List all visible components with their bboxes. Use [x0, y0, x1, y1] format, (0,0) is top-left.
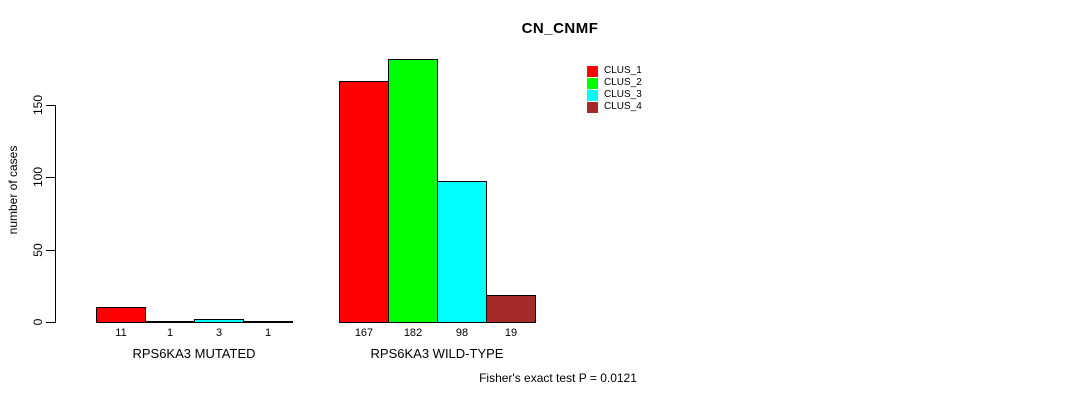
- legend-item: CLUS_2: [587, 77, 642, 89]
- y-axis-tick: [46, 177, 56, 178]
- legend-swatch-clus_1: [587, 65, 598, 77]
- y-axis-tick-label: 150: [31, 94, 45, 115]
- bar-clus_1-mutated: [96, 307, 146, 323]
- bar-clus_1-wild-type: [339, 81, 389, 323]
- bar-value-label: 1: [166, 327, 174, 339]
- y-axis-tick: [46, 104, 56, 106]
- legend-label: CLUS_4: [604, 101, 642, 112]
- legend-item: CLUS_1: [587, 65, 642, 77]
- legend-label: CLUS_2: [604, 77, 642, 88]
- legend-label: CLUS_3: [604, 89, 642, 100]
- legend-swatch-clus_2: [587, 77, 598, 89]
- bar-value-label: 98: [455, 327, 469, 339]
- y-axis-tick-label: 0: [31, 318, 45, 326]
- y-axis-line: [55, 104, 56, 323]
- legend-label: CLUS_1: [604, 65, 642, 76]
- legend-swatch-clus_3: [587, 89, 598, 101]
- legend-swatch-clus_4: [587, 101, 598, 113]
- legend-item: CLUS_4: [587, 101, 642, 113]
- bar-value-label: 19: [504, 327, 518, 339]
- y-axis-label: number of cases: [6, 145, 20, 235]
- bar-value-label: 167: [354, 327, 374, 339]
- legend: CLUS_1 CLUS_2 CLUS_3 CLUS_4: [587, 65, 642, 113]
- bar-clus_3-mutated: [194, 319, 244, 323]
- y-axis-tick: [46, 322, 56, 323]
- bar-clus_2-mutated: [145, 321, 195, 323]
- bar-clus_4-wild-type: [486, 295, 536, 323]
- legend-item: CLUS_3: [587, 89, 642, 101]
- bar-value-label: 3: [215, 327, 223, 339]
- x-category-label: RPS6KA3 MUTATED: [132, 346, 256, 361]
- bar-clus_2-wild-type: [388, 59, 438, 323]
- y-axis-tick: [46, 249, 56, 251]
- bar-clus_4-mutated: [243, 321, 293, 323]
- bar-value-label: 11: [115, 327, 127, 339]
- y-axis-tick-label: 100: [31, 166, 45, 188]
- x-category-label: RPS6KA3 WILD-TYPE: [370, 346, 504, 361]
- y-axis-tick-label: 50: [31, 242, 45, 257]
- bar-clus_3-wild-type: [437, 181, 487, 323]
- chart-title: CN_CNMF: [521, 20, 599, 37]
- bar-value-label: 182: [403, 327, 423, 339]
- annotation-text: Fisher's exact test P = 0.0121: [479, 371, 637, 385]
- bar-value-label: 1: [264, 327, 272, 339]
